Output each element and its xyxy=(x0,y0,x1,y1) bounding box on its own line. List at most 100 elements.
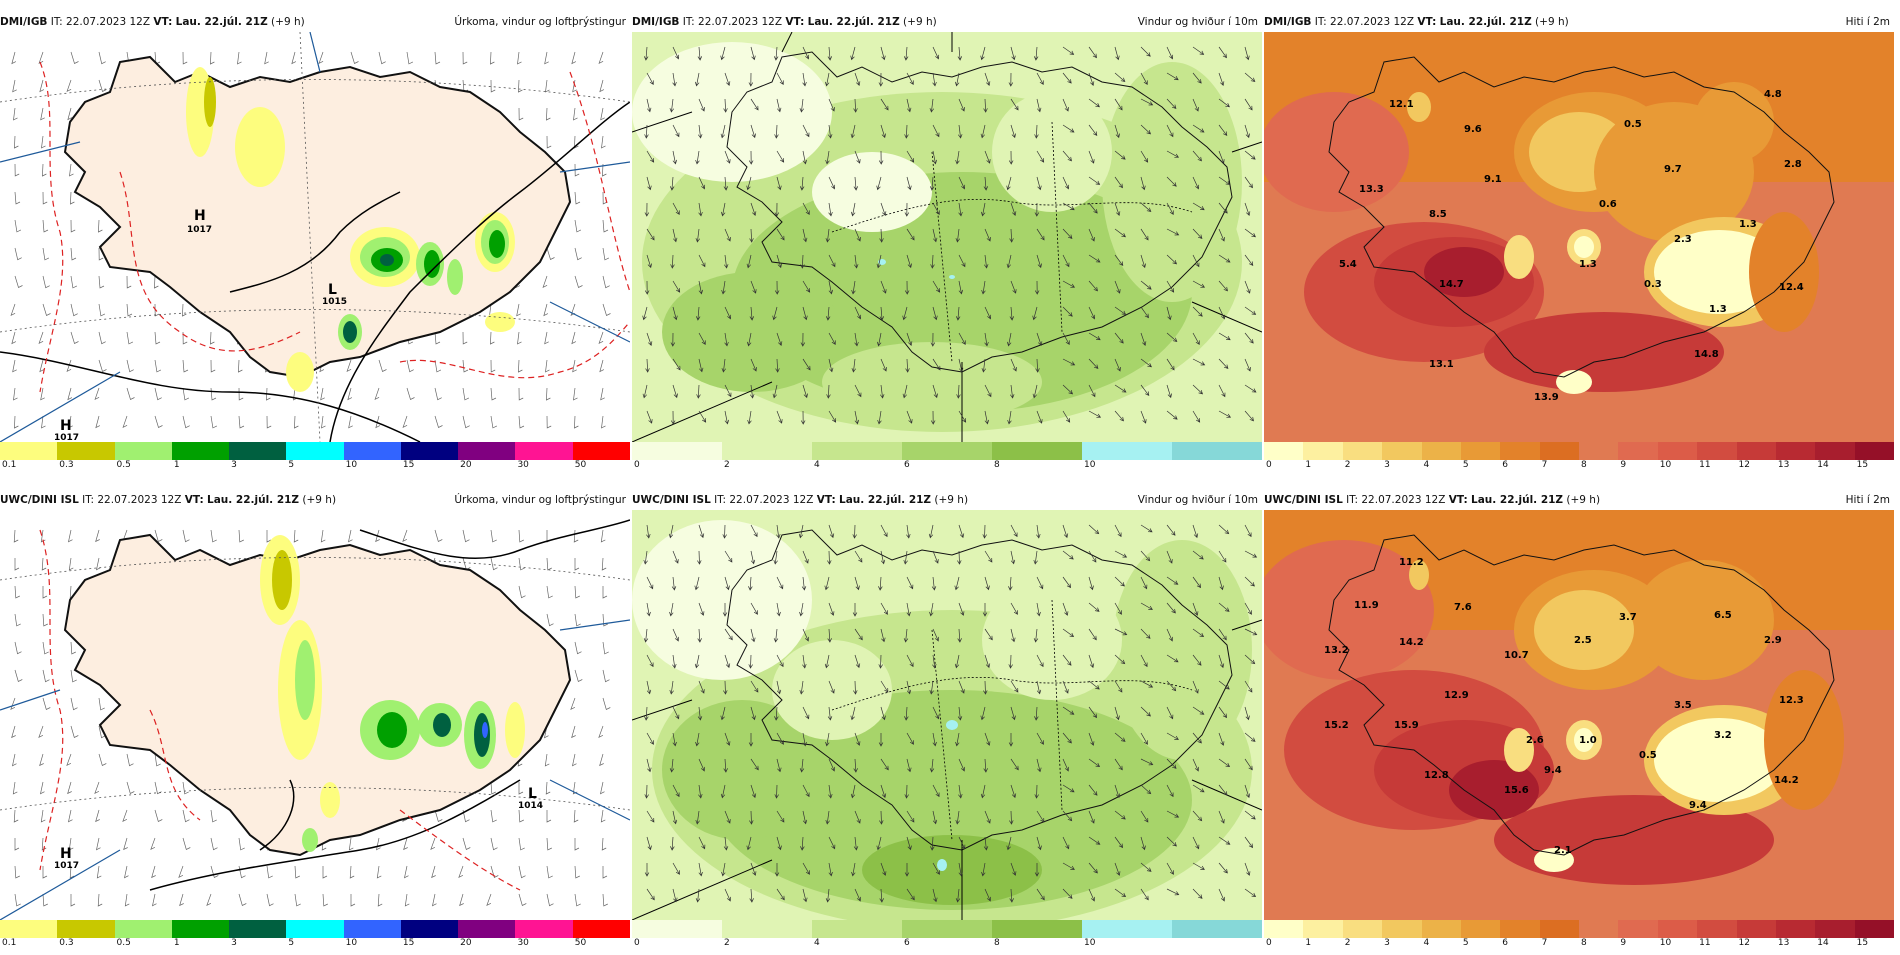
wind-arrow xyxy=(698,358,704,373)
wind-arrow xyxy=(1166,202,1174,216)
wind-arrow xyxy=(1140,46,1151,57)
wind-arrow xyxy=(1166,784,1174,798)
wind-arrow xyxy=(720,706,726,721)
colorbar-precip xyxy=(0,920,630,938)
temp-value-label: 2.8 xyxy=(1784,159,1802,170)
wind-barb xyxy=(490,837,498,851)
wind-arrow xyxy=(958,332,966,346)
wind-arrow xyxy=(802,358,811,371)
colorbar-tick: 6 xyxy=(904,460,910,470)
wind-arrow xyxy=(724,810,731,824)
wind-arrow xyxy=(1218,680,1230,690)
colorbar-swatch xyxy=(1736,920,1776,938)
wind-arrow xyxy=(773,46,779,61)
wind-arrow xyxy=(698,410,707,423)
wind-arrow xyxy=(932,46,940,60)
wind-barb xyxy=(402,415,408,428)
wind-arrow xyxy=(698,98,705,112)
temp-value-label: 2.5 xyxy=(1574,635,1592,646)
wind-arrow xyxy=(1010,628,1016,643)
wind-barb xyxy=(544,51,549,65)
wind-arrow xyxy=(1140,306,1149,319)
wind-arrow xyxy=(750,680,759,693)
wind-map[interactable] xyxy=(632,32,1262,442)
wind-barb xyxy=(406,359,414,373)
colorbar-swatch xyxy=(1854,920,1894,938)
wind-barb xyxy=(546,247,555,260)
wind-barb xyxy=(462,359,469,373)
wind-barb xyxy=(238,529,244,543)
panel-wind-uwc: UWC/DINI ISL IT: 22.07.2023 12Z VT: Lau.… xyxy=(632,490,1262,955)
wind-arrow xyxy=(932,810,938,825)
wind-arrow xyxy=(1010,202,1017,216)
wind-arrow xyxy=(1114,550,1128,558)
wind-arrow xyxy=(1140,410,1147,424)
precip-map[interactable]: H 1017 L 1015 H 1017 xyxy=(0,32,630,442)
wind-arrow xyxy=(984,410,990,425)
wind-arrow xyxy=(1114,150,1126,160)
wind-arrow xyxy=(1244,706,1250,721)
wind-barb xyxy=(98,331,106,345)
isobars xyxy=(149,519,630,891)
wind-arrow xyxy=(1036,254,1042,269)
wind-arrow xyxy=(720,784,726,799)
temp-map[interactable]: 12.1 9.6 0.5 4.8 13.3 9.1 9.7 2.8 0.6 8.5 1.3 2.3 5.… xyxy=(1264,32,1894,442)
colorbar-ticks-temp: 012345678910111213141516 xyxy=(1264,938,1894,952)
wind-arrow xyxy=(1114,680,1123,693)
wind-barb xyxy=(574,275,583,288)
wind-arrow xyxy=(1218,732,1225,746)
wind-arrow xyxy=(880,628,886,643)
wind-map[interactable] xyxy=(632,510,1262,920)
wind-arrow xyxy=(1166,654,1179,663)
wind-arrow xyxy=(929,98,934,113)
wind-arrow xyxy=(1010,758,1019,771)
panel-wind-dmi: DMI/IGB IT: 22.07.2023 12Z VT: Lau. 22.j… xyxy=(632,12,1262,477)
colorbar-tick: 50 xyxy=(574,460,587,470)
wind-arrow xyxy=(1088,98,1100,108)
wind-barb xyxy=(571,725,576,739)
wind-arrow xyxy=(642,306,648,321)
temp-map[interactable]: 11.2 11.9 7.6 3.7 6.5 13.2 14.2 10.7 2.5 2.9 12.9 3… xyxy=(1264,510,1894,920)
wind-barb xyxy=(403,837,408,851)
colorbar-swatch xyxy=(812,442,902,460)
precip-blobs xyxy=(186,67,515,392)
wind-barb xyxy=(546,387,551,401)
wind-barb xyxy=(490,331,495,345)
wind-barb xyxy=(123,837,128,851)
wind-arrow xyxy=(853,176,859,191)
wind-barb xyxy=(572,753,577,767)
wind-arrow xyxy=(906,410,913,424)
wind-arrow xyxy=(800,836,805,851)
wind-arrow xyxy=(958,358,964,373)
colorbar-tick: 1 xyxy=(173,938,180,948)
wind-arrow xyxy=(984,228,991,242)
it-label: IT: xyxy=(50,16,63,28)
wind-arrow xyxy=(1192,550,1204,560)
colorbar-tick: 50 xyxy=(574,938,587,948)
colorbar-tick: 10 xyxy=(1659,460,1672,470)
wind-arrow xyxy=(1166,524,1176,536)
wind-barb xyxy=(14,585,20,599)
wind-arrow xyxy=(958,836,966,850)
wind-barb xyxy=(376,837,381,851)
wind-arrow xyxy=(722,603,728,617)
wind-arrow xyxy=(955,306,961,321)
wind-arrow xyxy=(932,228,938,243)
colorbar-swatch xyxy=(722,442,812,460)
wind-barb xyxy=(94,781,100,795)
wind-barb xyxy=(574,415,579,429)
wind-arrow xyxy=(1166,550,1173,564)
wind-arrow xyxy=(669,602,674,617)
wind-arrow xyxy=(698,602,705,616)
precip-map[interactable]: L 1014 H 1017 xyxy=(0,510,630,920)
wind-arrow xyxy=(1166,280,1175,293)
wind-arrow xyxy=(724,888,731,902)
wind-barb xyxy=(601,557,607,571)
wind-arrow xyxy=(1034,863,1040,877)
colorbar-tick: 4 xyxy=(814,938,820,948)
wind-barb xyxy=(154,387,162,401)
wind-barb xyxy=(375,529,380,543)
wind-arrow xyxy=(1007,410,1012,425)
wind-arrow xyxy=(798,524,804,539)
wind-arrow xyxy=(724,150,731,164)
